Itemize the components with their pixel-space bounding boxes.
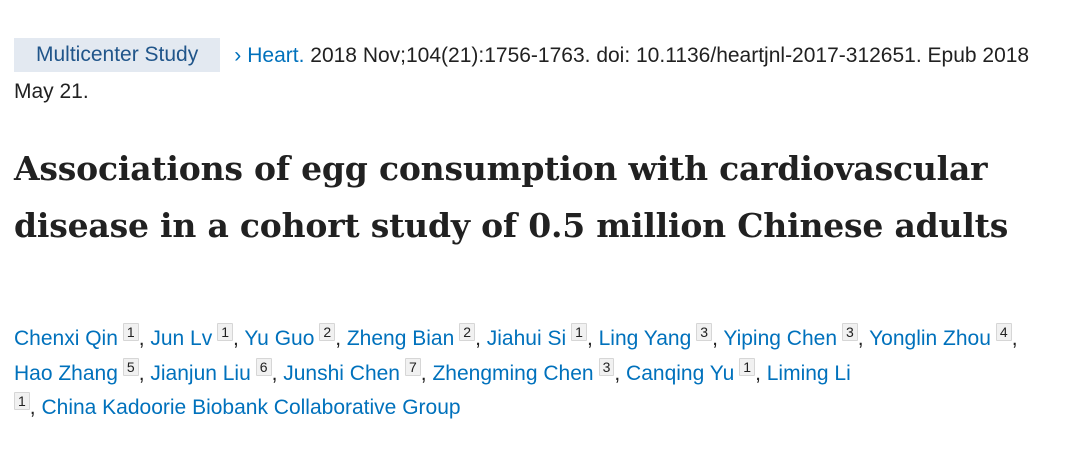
author-name-link[interactable]: Canqing Yu (626, 361, 735, 385)
author-name-link[interactable]: Yonglin Zhou (869, 327, 991, 350)
affiliation-badge[interactable]: 4 (995, 323, 1012, 341)
author-item: Junshi Chen 7 (283, 357, 421, 385)
affiliation-badge[interactable]: 2 (459, 323, 476, 341)
author-item: Canqing Yu 1 (626, 357, 756, 385)
author-item: Yu Guo 2 (244, 323, 336, 350)
affiliation-badge[interactable]: 6 (255, 357, 272, 376)
affiliation-badge[interactable]: 2 (319, 323, 336, 341)
affiliation-badge[interactable]: 3 (598, 357, 615, 376)
affiliation-badge[interactable]: 3 (696, 323, 713, 341)
author-name-link[interactable]: Jiahui Si (486, 327, 567, 350)
author-name-link[interactable]: Jianjun Liu (150, 361, 251, 385)
article-title: Associations of egg consumption with car… (14, 149, 1009, 245)
citation-text: 2018 Nov;104(21):1756-1763. doi: 10.1136… (14, 44, 1030, 103)
citation-row: Multicenter Study › Heart. 2018 Nov;104(21… (14, 38, 1064, 110)
affiliation-badge[interactable]: 1 (14, 392, 30, 410)
author-item: Hao Zhang 5 (14, 357, 139, 385)
affiliation-badge[interactable]: 3 (842, 323, 858, 341)
affiliation-badge[interactable]: 5 (122, 357, 139, 376)
author-name-link[interactable]: Zheng Bian (346, 327, 455, 350)
journal-link[interactable]: Heart. (247, 44, 305, 67)
affiliation-badge[interactable]: 7 (405, 357, 421, 376)
author-name-link[interactable]: Ling Yang (598, 327, 692, 350)
author-item: Jianjun Liu 6 (150, 357, 272, 385)
publication-type-badge[interactable]: Multicenter Study (14, 38, 221, 72)
collaborative-group-link[interactable]: China Kadoorie Biobank Collaborative Gro… (41, 396, 461, 419)
chevron-right-icon[interactable]: › (234, 44, 242, 67)
author-item: Jiahui Si 1 (486, 323, 587, 350)
author-item: Chenxi Qin 1 (14, 323, 139, 350)
affiliation-badge[interactable]: 1 (571, 323, 587, 341)
author-name-link[interactable]: Hao Zhang (14, 361, 118, 385)
affiliation-badge[interactable]: 1 (739, 357, 756, 376)
author-item: Ling Yang 3 (598, 323, 713, 350)
author-name-link[interactable]: Liming Li (766, 361, 851, 385)
affiliation-badge[interactable]: 1 (217, 323, 234, 341)
author-name-link[interactable]: Yu Guo (244, 327, 315, 350)
author-item: Zheng Bian 2 (346, 323, 476, 350)
author-name-link[interactable]: Chenxi Qin (14, 327, 118, 350)
author-item: Zhengming Chen 3 (432, 357, 615, 385)
affiliation-badge[interactable]: 1 (122, 323, 139, 341)
author-name-link[interactable]: Jun Lv (150, 327, 213, 350)
author-name-link[interactable]: Junshi Chen (283, 361, 400, 385)
author-name-link[interactable]: Zhengming Chen (432, 361, 594, 385)
author-item: Yiping Chen 3 (723, 323, 858, 350)
authors-list: Chenxi Qin 1, Jun Lv 1, Yu Guo 2, Zheng Bia… (14, 323, 1018, 419)
author-name-link[interactable]: Yiping Chen (723, 327, 837, 350)
author-item: Jun Lv 1 (150, 323, 234, 350)
